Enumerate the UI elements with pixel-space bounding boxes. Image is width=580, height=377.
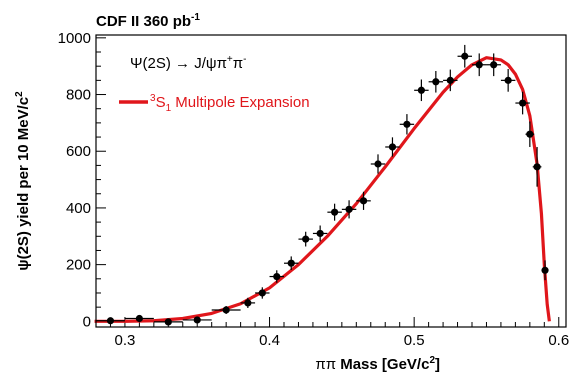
x-tick-label: 0.5 [404, 332, 425, 349]
point-marker [475, 61, 483, 69]
point-marker [359, 197, 368, 205]
y-axis-title-superscript: 2 [14, 91, 25, 97]
x-axis-title-main: Mass [GeV/c [336, 356, 429, 373]
point-marker [432, 78, 440, 86]
y-tick-label: 400 [66, 200, 91, 217]
x-axis-title-superscript: 2 [429, 355, 435, 366]
data-point [370, 154, 386, 174]
data-point [298, 231, 313, 247]
data-point [269, 270, 284, 283]
data-point [153, 318, 183, 326]
point-marker [302, 235, 310, 243]
y-tick-label: 200 [66, 257, 91, 274]
point-marker [461, 52, 469, 60]
header-superscript: -1 [191, 12, 200, 23]
y-tick-group: 0 200 400 600 800 1000 [58, 30, 106, 330]
data-point [486, 53, 501, 77]
point-marker [222, 306, 230, 314]
point-marker [526, 130, 534, 138]
header-prefix: CDF II 360 pb [96, 13, 191, 30]
x-axis-title-end: ] [435, 356, 440, 373]
data-point [284, 256, 299, 271]
legend-process-label: Ψ(2S) → J/ψπ+π- [130, 54, 246, 72]
data-points-layer [96, 44, 549, 326]
data-point [211, 306, 241, 314]
data-point [515, 91, 530, 115]
data-point [428, 71, 444, 93]
data-point [312, 225, 328, 242]
legend-process-superscript-1: + [227, 54, 233, 65]
chart-header: CDF II 360 pb-1 [96, 12, 200, 30]
legend-model-presuperscript: 3 [150, 93, 156, 104]
y-tick-label: 1000 [58, 30, 91, 47]
point-marker [374, 160, 382, 168]
point-marker [446, 76, 454, 84]
data-point [182, 316, 212, 324]
legend-model-letter: S [156, 94, 166, 111]
point-marker [388, 143, 397, 151]
plot-frame [95, 34, 567, 328]
legend-model-subscript: 1 [166, 103, 172, 114]
point-marker [331, 208, 339, 216]
legend-process-part-a: Ψ(2S) → J/ψπ [130, 55, 227, 72]
legend-model-label: 3S1 Multipole Expansion [150, 93, 310, 114]
y-axis-title: ψ(2S) yield per 10 MeV/c2 [14, 91, 32, 271]
point-marker [541, 266, 549, 274]
data-point [500, 69, 516, 92]
data-point [356, 191, 371, 210]
point-marker [504, 76, 512, 84]
data-point [240, 297, 256, 309]
legend-process-superscript-2: - [243, 54, 246, 65]
x-axis-title-greek: ππ [315, 356, 336, 373]
point-marker [403, 120, 411, 128]
legend: Ψ(2S) → J/ψπ+π- 3S1 Multipole Expansion [119, 54, 310, 114]
data-point [96, 317, 125, 325]
data-point [541, 260, 549, 281]
data-point [327, 203, 342, 221]
point-marker [164, 318, 172, 326]
x-axis-title: ππ Mass [GeV/c2] [315, 355, 440, 373]
y-tick-label: 0 [83, 313, 91, 330]
data-point [414, 79, 429, 102]
data-point [532, 146, 542, 187]
point-marker [287, 259, 295, 267]
data-point [385, 137, 400, 157]
point-marker [533, 163, 541, 171]
y-tick-label: 800 [66, 87, 91, 104]
data-point [341, 200, 357, 219]
data-point [399, 114, 415, 135]
point-marker [244, 299, 252, 307]
y-tick-label: 600 [66, 143, 91, 160]
data-point [472, 53, 487, 77]
data-point [443, 69, 458, 92]
x-tick-label: 0.3 [114, 332, 135, 349]
y-axis-title-main: ψ(2S) yield per 10 MeV/c [15, 97, 32, 271]
point-marker [135, 314, 143, 323]
point-marker [417, 86, 425, 94]
point-marker [490, 61, 498, 69]
point-marker [519, 99, 527, 107]
point-marker [316, 229, 324, 238]
point-marker [345, 205, 353, 213]
legend-process-part-b: π [233, 55, 243, 72]
data-point [124, 314, 154, 323]
data-point [457, 44, 472, 68]
point-marker [273, 272, 281, 281]
point-marker [258, 289, 266, 297]
point-marker [193, 316, 201, 324]
data-point [255, 287, 270, 299]
x-tick-label: 0.6 [548, 332, 569, 349]
point-marker [106, 317, 115, 325]
legend-model-rest: Multipole Expansion [171, 94, 309, 111]
x-tick-label: 0.4 [259, 332, 280, 349]
data-point [525, 121, 535, 147]
